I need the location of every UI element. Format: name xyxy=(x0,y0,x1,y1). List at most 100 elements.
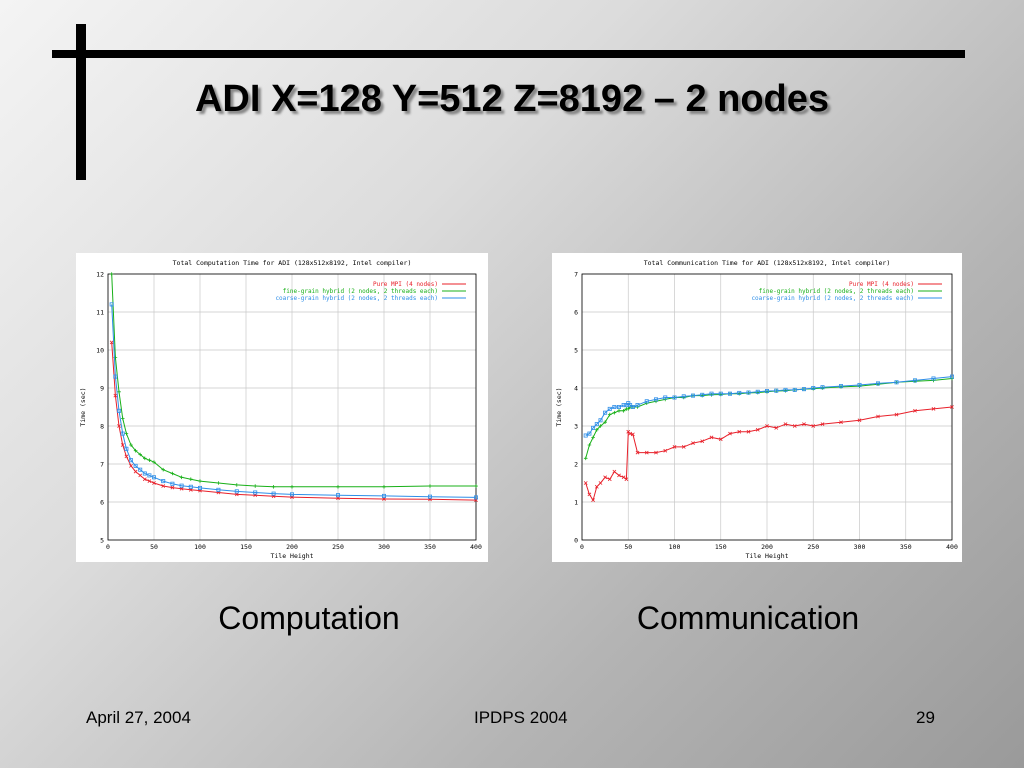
legend-label: Pure MPI (4 nodes) xyxy=(373,281,438,288)
y-tick-label: 12 xyxy=(96,271,104,279)
data-point xyxy=(949,374,954,379)
data-point xyxy=(672,445,677,449)
series-line xyxy=(111,342,477,501)
data-point xyxy=(598,418,603,423)
communication-chart-panel: 0 50 100 150 200 250 300 350 400 0 1 2 3 4 5 6 7 Total Co… xyxy=(552,253,962,562)
data-point xyxy=(188,484,193,489)
data-point xyxy=(690,393,695,398)
y-tick-label: 0 xyxy=(574,537,578,545)
data-point xyxy=(691,441,695,445)
data-point xyxy=(124,431,129,436)
data-point xyxy=(147,458,152,462)
x-tick-label: 50 xyxy=(624,543,632,551)
x-tick-label: 200 xyxy=(761,543,773,551)
data-point xyxy=(838,384,843,389)
data-point xyxy=(109,272,114,276)
x-tick-label: 250 xyxy=(332,543,344,551)
series-line xyxy=(111,304,477,498)
data-point xyxy=(654,397,659,402)
data-point xyxy=(764,389,769,394)
chart-title: Total Computation Time for ADI (128x512x… xyxy=(173,259,412,267)
data-point xyxy=(624,477,629,482)
data-point xyxy=(170,481,175,486)
data-point xyxy=(473,495,478,500)
data-point xyxy=(109,340,114,345)
data-point xyxy=(630,432,635,437)
data-point xyxy=(630,404,635,409)
data-point xyxy=(931,376,936,381)
computation-chart-panel: 0 50 100 150 200 250 300 350 400 5 6 7 8 9 10 11 12 Total… xyxy=(76,253,488,562)
data-point xyxy=(216,481,221,485)
x-tick-label: 250 xyxy=(807,543,819,551)
x-tick-label: 150 xyxy=(715,543,727,551)
x-axis-label: Tile Height xyxy=(270,552,313,560)
data-point xyxy=(591,498,595,502)
data-point xyxy=(700,392,705,397)
data-point xyxy=(290,485,294,489)
data-point xyxy=(142,477,147,482)
data-point xyxy=(138,473,143,478)
plot-frame xyxy=(107,273,477,541)
legend-label: coarse-grain hybrid (2 nodes, 2 threads … xyxy=(751,295,914,302)
data-point xyxy=(635,403,640,408)
data-point xyxy=(133,448,138,453)
data-point xyxy=(607,412,612,417)
data-point xyxy=(820,422,825,426)
data-point xyxy=(857,418,862,423)
caption-computation: Computation xyxy=(218,600,400,636)
data-point xyxy=(147,479,152,483)
data-point xyxy=(113,393,118,398)
title-rule-vertical xyxy=(76,24,86,180)
data-point xyxy=(170,471,175,476)
data-point xyxy=(801,387,806,392)
x-tick-label: 100 xyxy=(669,543,681,551)
data-point xyxy=(428,484,432,488)
data-point xyxy=(857,382,862,387)
data-point xyxy=(235,483,239,487)
data-point xyxy=(746,390,751,395)
data-point xyxy=(607,406,612,411)
data-point xyxy=(381,493,386,498)
x-tick-label: 200 xyxy=(286,543,298,551)
data-point xyxy=(681,445,686,449)
data-point xyxy=(737,390,742,395)
x-tick-label: 400 xyxy=(470,543,482,551)
chart-title: Total Communication Time for ADI (128x51… xyxy=(644,259,891,267)
data-point xyxy=(765,424,769,428)
data-point xyxy=(335,493,340,498)
data-point xyxy=(875,381,880,386)
footer-date: April 27, 2004 xyxy=(86,708,191,727)
data-point xyxy=(109,302,114,307)
data-point xyxy=(179,483,184,488)
data-point xyxy=(931,407,936,411)
y-tick-label: 5 xyxy=(574,347,578,355)
caption-communication: Communication xyxy=(636,600,860,636)
data-point xyxy=(681,394,686,399)
y-tick-label: 3 xyxy=(574,423,578,431)
data-point xyxy=(382,485,386,489)
data-point xyxy=(147,473,152,478)
data-point xyxy=(124,446,129,451)
y-tick-label: 2 xyxy=(574,461,578,469)
y-tick-label: 5 xyxy=(100,537,104,545)
data-point xyxy=(709,435,714,440)
data-point xyxy=(626,407,631,411)
footer-page-number: 29 xyxy=(916,708,935,727)
footer-venue: IPDPS 2004 xyxy=(474,708,568,727)
y-tick-label: 6 xyxy=(100,499,104,507)
data-point xyxy=(271,491,276,496)
data-point xyxy=(161,484,166,488)
data-point xyxy=(621,403,626,408)
data-point xyxy=(142,471,147,476)
data-point xyxy=(152,460,156,464)
series-line xyxy=(585,376,953,436)
data-point xyxy=(718,391,723,396)
data-point xyxy=(635,450,640,455)
data-point xyxy=(594,422,599,427)
data-point xyxy=(663,448,668,453)
data-point xyxy=(839,420,843,425)
data-point xyxy=(120,416,125,421)
data-point xyxy=(120,443,125,447)
data-point xyxy=(617,404,622,409)
data-point xyxy=(583,456,588,461)
